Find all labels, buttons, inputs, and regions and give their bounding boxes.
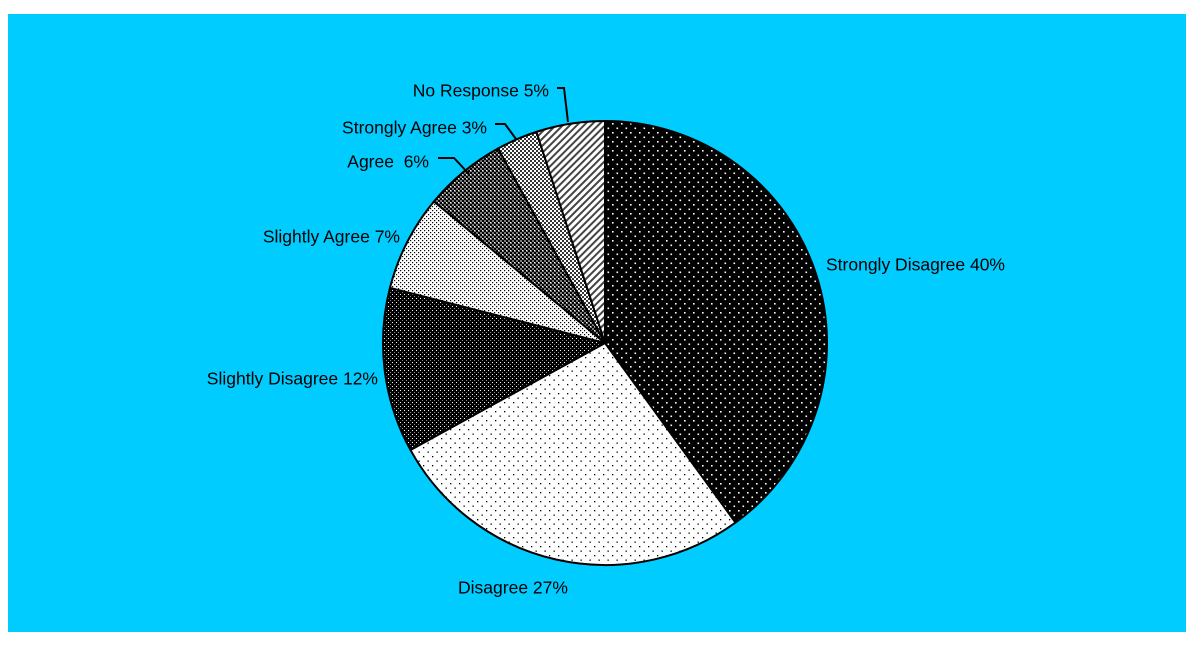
slice-label-agree: Agree 6% — [347, 152, 429, 172]
pie-slice-disagree — [409, 342, 737, 566]
leader-lines — [438, 87, 569, 175]
slice-label-disagree: Disagree 27% — [458, 578, 568, 598]
slice-labels: Strongly Disagree 40% Disagree 27% Slightl… — [207, 81, 1005, 598]
slice-label-slightly-disagree: Slightly Disagree 12% — [207, 369, 378, 389]
leader-line-agree — [438, 157, 470, 175]
leader-line-strongly-agree — [495, 123, 517, 140]
pie-slices — [382, 120, 828, 566]
slice-label-strongly-disagree: Strongly Disagree 40% — [826, 255, 1005, 275]
slice-label-strongly-agree: Strongly Agree 3% — [342, 118, 487, 138]
slice-label-no-response: No Response 5% — [413, 81, 549, 101]
pie-slice-strongly-disagree — [604, 120, 828, 524]
pie-slice-no-response — [535, 120, 606, 344]
leader-line-no-response — [557, 87, 569, 123]
pie-slice-slightly-disagree — [382, 286, 606, 451]
pie-chart: Strongly Disagree 40% Disagree 27% Slightl… — [207, 81, 1005, 598]
slice-label-slightly-agree: Slightly Agree 7% — [263, 227, 400, 247]
chart-panel: Strongly Disagree 40% Disagree 27% Slightl… — [8, 14, 1186, 632]
